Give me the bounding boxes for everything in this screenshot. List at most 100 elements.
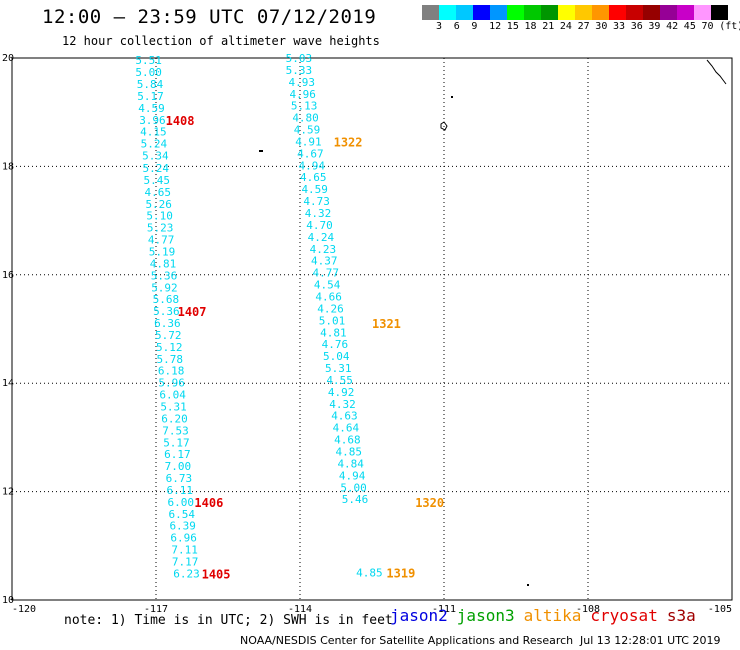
wave-height-value: 5.24 xyxy=(143,162,170,175)
wave-height-value: 4.63 xyxy=(331,410,358,423)
satellite-s3a: s3a xyxy=(666,606,696,625)
wave-height-value: 4.80 xyxy=(292,112,319,125)
color-legend xyxy=(422,5,728,20)
wave-height-value: 5.00 xyxy=(135,66,162,79)
wave-height-value: 4.55 xyxy=(326,374,353,387)
wave-height-value: 4.70 xyxy=(306,219,333,232)
wave-height-value: 4.73 xyxy=(303,195,330,208)
wave-height-value: 4.59 xyxy=(301,183,328,196)
coastline-segment xyxy=(706,59,727,85)
wave-height-value: 5.45 xyxy=(144,174,171,187)
satellite-jason3: jason3 xyxy=(456,606,515,625)
wave-height-value: 5.17 xyxy=(137,90,164,103)
wave-height-value: 5.78 xyxy=(156,353,183,366)
wave-height-value: 4.77 xyxy=(148,234,175,247)
latitude-tick-label: 16 xyxy=(2,270,14,281)
legend-swatch xyxy=(507,5,524,20)
footnote: note: 1) Time is in UTC; 2) SWH is in fe… xyxy=(64,613,393,628)
wave-height-value: 4.59 xyxy=(138,102,165,115)
legend-swatch xyxy=(541,5,558,20)
legend-label: 30 xyxy=(595,21,608,32)
wave-height-value: 5.03 xyxy=(286,52,313,65)
longitude-tick-label: -120 xyxy=(12,604,36,615)
wave-height-value: 4.65 xyxy=(300,171,327,184)
wave-height-value: 4.84 xyxy=(337,457,364,470)
wave-height-value: 5.17 xyxy=(163,436,190,449)
wave-height-value: 4.15 xyxy=(140,126,167,139)
wave-height-value: 4.65 xyxy=(144,186,171,199)
legend-label: 36 xyxy=(630,21,643,32)
legend-label: 12 xyxy=(489,21,502,32)
wave-height-value: 6.23 xyxy=(173,567,200,580)
wave-height-value: 4.68 xyxy=(334,434,361,447)
map-frame xyxy=(11,57,733,601)
wave-height-value: 4.59 xyxy=(294,124,321,137)
satellite-altika: altika xyxy=(523,606,582,625)
map-subtitle: 12 hour collection of altimeter wave hei… xyxy=(62,34,380,48)
island-dot xyxy=(527,584,529,586)
legend-label: 21 xyxy=(542,21,555,32)
longitude-tick-label: -117 xyxy=(144,604,168,615)
wave-height-value: 5.12 xyxy=(156,341,183,354)
wave-height-value: 5.23 xyxy=(147,222,174,235)
wave-height-value: 5.00 xyxy=(340,481,367,494)
wave-height-value: 4.81 xyxy=(320,326,347,339)
legend-label: 24 xyxy=(559,21,572,32)
wave-height-value: 4.24 xyxy=(308,231,335,244)
wave-height-value: 4.94 xyxy=(339,469,366,482)
legend-swatch xyxy=(490,5,507,20)
wave-height-value: 5.33 xyxy=(286,64,313,77)
legend-swatch xyxy=(439,5,456,20)
map-title: 12:00 — 23:59 UTC 07/12/2019 xyxy=(42,6,377,28)
legend-label: 15 xyxy=(506,21,519,32)
wave-height-value: 4.66 xyxy=(315,290,342,303)
wave-height-value: 6.18 xyxy=(158,365,185,378)
wave-height-value: 4.26 xyxy=(317,302,344,315)
wave-height-value: 4.37 xyxy=(311,255,338,268)
longitude-tick-label: -105 xyxy=(708,604,732,615)
legend-label: 3 xyxy=(436,21,443,32)
wave-height-value: 5.46 xyxy=(342,493,369,506)
wave-height-value: 5.36 xyxy=(153,305,180,318)
wave-height-value: 4.32 xyxy=(305,207,332,220)
wave-height-value: 4.67 xyxy=(297,147,324,160)
pass-time-label: 1408 xyxy=(166,114,195,128)
wave-height-value: 3.96 xyxy=(139,114,166,127)
latitude-tick-label: 14 xyxy=(2,378,14,389)
legend-label: 39 xyxy=(648,21,661,32)
wave-height-value: 5.96 xyxy=(158,377,185,390)
wave-height-value: 6.17 xyxy=(164,448,191,461)
wave-height-value: 4.76 xyxy=(322,338,349,351)
wave-height-value: 4.94 xyxy=(299,159,326,172)
pass-time-label: 1319 xyxy=(386,566,415,580)
credit-line: NOAA/NESDIS Center for Satellite Applica… xyxy=(240,634,574,647)
wave-height-value: 5.31 xyxy=(325,362,352,375)
legend-swatch xyxy=(694,5,711,20)
legend-label: 18 xyxy=(524,21,537,32)
island-outline xyxy=(440,121,448,131)
wave-height-value: 6.20 xyxy=(161,412,188,425)
wave-height-value: 4.32 xyxy=(329,398,356,411)
pass-time-label: 1406 xyxy=(194,496,223,510)
wave-height-value: 5.34 xyxy=(142,150,169,163)
legend-swatch xyxy=(660,5,677,20)
wave-height-value: 5.68 xyxy=(153,293,180,306)
legend-swatch xyxy=(643,5,660,20)
satellite-jason2: jason2 xyxy=(390,606,448,625)
legend-label: 6 xyxy=(453,21,460,32)
legend-label: 42 xyxy=(666,21,679,32)
legend-swatch xyxy=(711,5,728,20)
pass-time-label: 1320 xyxy=(415,496,444,510)
legend-swatch xyxy=(524,5,541,20)
legend-label: (ft) xyxy=(719,21,740,32)
wave-height-value: 5.26 xyxy=(145,198,172,211)
legend-swatch xyxy=(575,5,592,20)
legend-swatch xyxy=(473,5,490,20)
generated-timestamp: Jul 13 12:28:01 UTC 2019 xyxy=(580,634,721,647)
latitude-tick-label: 12 xyxy=(2,487,14,498)
legend-swatch xyxy=(456,5,473,20)
graticule: -120 -117 -114 -111 -108 -105 20 18 16 14 12 10 xyxy=(2,53,733,615)
legend-label: 45 xyxy=(683,21,696,32)
wave-height-value: 6.04 xyxy=(159,389,186,402)
wave-height-value: 4.92 xyxy=(328,386,355,399)
